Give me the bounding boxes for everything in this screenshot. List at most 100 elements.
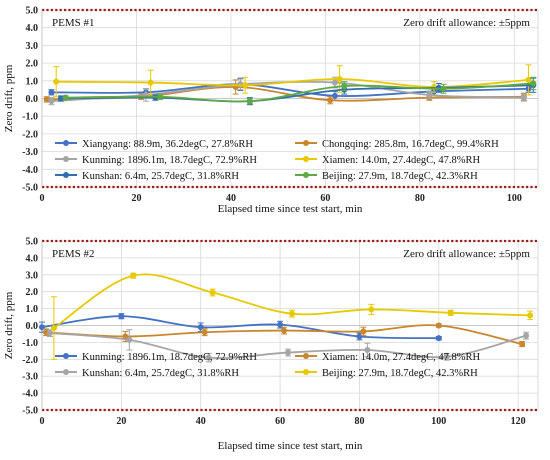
data-point bbox=[46, 330, 53, 337]
legend-label: Kunshan: 6.4m, 25.7degC, 31.8%RH bbox=[82, 368, 239, 379]
data-point bbox=[277, 321, 284, 328]
y-tick-label: 0.0 bbox=[26, 94, 39, 105]
data-point bbox=[288, 310, 296, 317]
y-tick-label: 4.0 bbox=[26, 23, 39, 34]
y-tick-label: 2.0 bbox=[26, 287, 39, 298]
data-point bbox=[426, 91, 433, 99]
legend-label: Xiamen: 14.0m, 27.4degC, 47.8%RH bbox=[322, 352, 480, 363]
allowance-annotation: Zero drift allowance: ±5ppm bbox=[403, 17, 530, 29]
y-tick-label: 3.0 bbox=[26, 270, 39, 281]
y-axis-title: Zero drift, ppm bbox=[3, 291, 15, 359]
series-beijing bbox=[62, 76, 537, 105]
x-axis-title: Elapsed time since test start, min bbox=[218, 440, 363, 452]
data-point bbox=[48, 98, 55, 105]
legend-swatch-marker bbox=[303, 353, 309, 359]
data-point bbox=[205, 354, 212, 361]
y-tick-label: 2.0 bbox=[26, 59, 39, 70]
legend-item: Chongqing: 285.8m, 16.7degC, 99.4%RH bbox=[295, 139, 499, 150]
y-tick-label: -1.0 bbox=[22, 112, 38, 123]
legend-swatch-marker bbox=[303, 172, 309, 178]
legend-label: Kunshan: 6.4m, 25.7degC, 31.8%RH bbox=[82, 171, 239, 182]
legend-swatch-marker bbox=[303, 156, 309, 162]
legend-item: Beijing: 27.9m, 18.7degC, 42.3%RH bbox=[295, 171, 478, 182]
legend-swatch-marker bbox=[303, 140, 309, 146]
legend-label: Kunming: 1896.1m, 18.7degC, 72.9%RH bbox=[82, 155, 257, 166]
y-tick-label: -2.0 bbox=[22, 129, 38, 140]
data-point bbox=[341, 83, 348, 90]
y-tick-label: -4.0 bbox=[22, 165, 38, 176]
allowance-annotation: Zero drift allowance: ±5ppm bbox=[403, 248, 530, 260]
data-point bbox=[53, 78, 60, 85]
series-line bbox=[65, 82, 534, 103]
legend-item: Xiangyang: 88.9m, 36.2degC, 27.8%RH bbox=[55, 139, 253, 150]
data-point bbox=[50, 324, 57, 332]
data-point bbox=[209, 289, 216, 296]
y-tick-label: 1.0 bbox=[26, 76, 39, 87]
y-tick-label: -3.0 bbox=[22, 372, 38, 383]
legend-label: Xiamen: 14.0m, 27.4degC, 47.8%RH bbox=[322, 155, 480, 166]
x-tick-label: 80 bbox=[415, 193, 425, 204]
legend-item: Xiamen: 14.0m, 27.4degC, 47.8%RH bbox=[295, 352, 480, 363]
legend-swatch-marker bbox=[63, 353, 69, 359]
y-tick-label: 5.0 bbox=[26, 6, 39, 17]
data-point bbox=[356, 333, 363, 340]
y-tick-label: -4.0 bbox=[22, 389, 38, 400]
y-tick-label: 1.0 bbox=[26, 304, 39, 315]
y-tick-label: -2.0 bbox=[22, 355, 38, 366]
panel-label: PEMS #2 bbox=[52, 248, 95, 260]
data-point bbox=[147, 79, 154, 86]
data-point bbox=[527, 312, 534, 319]
data-point bbox=[331, 79, 338, 86]
x-tick-label: 120 bbox=[511, 416, 526, 427]
y-tick-label: 0.0 bbox=[26, 321, 39, 332]
data-point bbox=[201, 329, 208, 336]
data-point bbox=[360, 328, 367, 335]
series-xiangyang bbox=[38, 313, 442, 342]
data-point bbox=[525, 76, 532, 83]
legend: Kunming: 1896.1m, 18.7degC, 72.9%RH Xiame… bbox=[55, 352, 480, 379]
y-tick-label: -5.0 bbox=[22, 183, 38, 194]
legend-item: Kunming: 1896.1m, 18.7degC, 72.9%RH bbox=[55, 352, 257, 363]
legend-label: Beijing: 27.9m, 18.7degC, 42.3%RH bbox=[322, 171, 478, 182]
x-tick-label: 60 bbox=[320, 193, 330, 204]
legend-swatch-marker bbox=[63, 140, 69, 146]
data-point bbox=[523, 332, 530, 339]
data-point bbox=[327, 97, 334, 104]
legend-swatch-marker bbox=[63, 156, 69, 162]
x-tick-label: 0 bbox=[40, 193, 45, 204]
data-point bbox=[440, 85, 447, 92]
x-axis-title: Elapsed time since test start, min bbox=[218, 203, 363, 215]
data-point bbox=[435, 335, 442, 342]
x-tick-label: 100 bbox=[431, 416, 446, 427]
legend-label: Beijing: 27.9m, 18.7degC, 42.3%RH bbox=[322, 368, 478, 379]
data-point bbox=[447, 309, 454, 316]
y-tick-label: -1.0 bbox=[22, 338, 38, 349]
y-tick-label: 3.0 bbox=[26, 41, 39, 52]
legend: Xiangyang: 88.9m, 36.2degC, 27.8%RH Chong… bbox=[55, 139, 499, 182]
data-point bbox=[368, 306, 375, 313]
data-point bbox=[126, 336, 133, 343]
data-point bbox=[284, 349, 292, 356]
series-line bbox=[41, 315, 439, 340]
data-point bbox=[157, 93, 164, 100]
data-point bbox=[242, 82, 249, 89]
legend-item: Kunshan: 6.4m, 25.7degC, 31.8%RH bbox=[55, 171, 239, 182]
x-tick-label: 60 bbox=[275, 416, 285, 427]
series-line bbox=[60, 84, 534, 103]
x-tick-label: 40 bbox=[226, 193, 236, 204]
legend-label: Xiangyang: 88.9m, 36.2degC, 27.8%RH bbox=[82, 139, 253, 150]
data-point bbox=[331, 92, 338, 99]
series-xiamen bbox=[50, 272, 534, 360]
x-tick-label: 20 bbox=[116, 416, 126, 427]
data-point bbox=[336, 75, 343, 83]
data-point bbox=[130, 272, 137, 279]
x-tick-label: 100 bbox=[507, 193, 522, 204]
y-tick-label: 4.0 bbox=[26, 253, 39, 264]
y-tick-label: -3.0 bbox=[22, 147, 38, 158]
x-tick-label: 40 bbox=[196, 416, 206, 427]
data-point bbox=[118, 313, 125, 320]
data-point bbox=[520, 94, 527, 101]
legend-item: Kunshan: 6.4m, 25.7degC, 31.8%RH bbox=[55, 368, 239, 379]
data-point bbox=[246, 98, 253, 105]
